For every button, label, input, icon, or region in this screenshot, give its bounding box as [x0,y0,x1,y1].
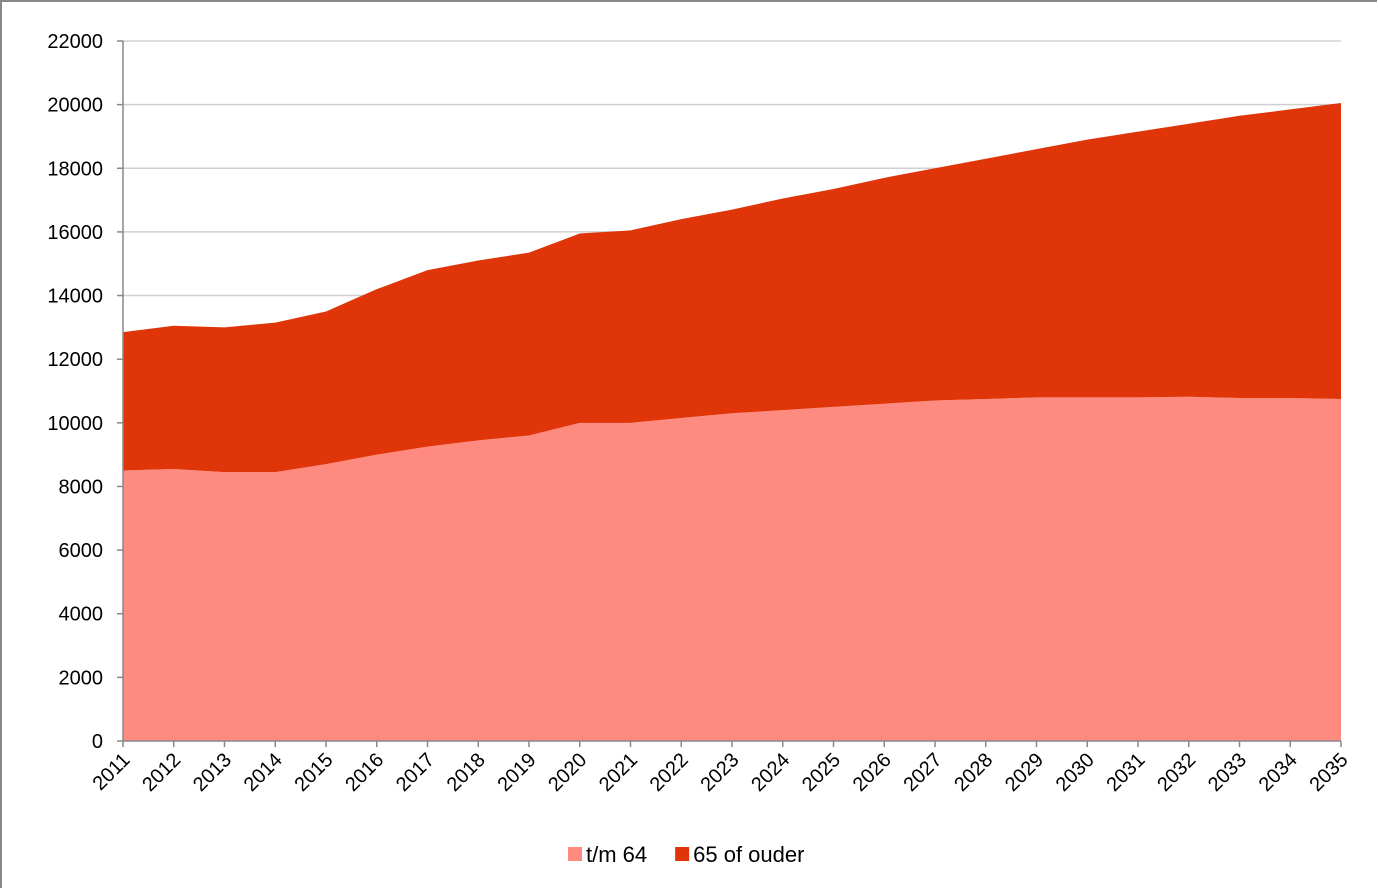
x-tick-label: 2028 [950,749,997,796]
y-tick-label: 6000 [59,540,104,562]
y-tick-label: 8000 [59,476,104,498]
x-tick-label: 2013 [189,749,236,796]
x-tick-label: 2025 [798,749,845,796]
y-tick-label: 20000 [47,95,103,117]
y-tick-label: 22000 [47,31,103,53]
x-tick-label: 2033 [1204,749,1251,796]
area [123,396,1341,741]
y-tick-label: 14000 [47,286,103,308]
x-tick-label: 2011 [89,749,135,795]
x-tick-label: 2020 [544,749,591,796]
x-tick-label: 2030 [1052,749,1099,796]
x-tick-label: 2016 [341,749,388,796]
y-tick-label: 2000 [59,667,104,689]
x-tick-label: 2035 [1306,749,1353,796]
area [123,103,1341,473]
legend-swatch [568,847,582,861]
x-tick-label: 2029 [1001,749,1048,796]
y-tick-label: 0 [92,731,103,753]
x-tick-label: 2019 [494,749,541,796]
x-tick-label: 2017 [392,749,439,796]
x-tick-label: 2018 [443,749,490,796]
x-tick-label: 2021 [595,749,642,796]
x-tick-label: 2022 [646,749,693,796]
x-tick-label: 2032 [1153,749,1200,796]
y-tick-label: 18000 [47,158,103,180]
y-tick-label: 4000 [59,604,104,626]
legend-label: t/m 64 [586,842,647,867]
x-tick-label: 2027 [900,749,947,796]
legend-label: 65 of ouder [693,842,804,867]
y-tick-label: 12000 [47,349,103,371]
x-tick-label: 2014 [240,749,287,796]
x-tick-label: 2026 [849,749,896,796]
x-tick-label: 2012 [138,749,185,796]
x-tick-label: 2015 [291,749,338,796]
legend-swatch [675,847,690,861]
x-tick-label: 2031 [1103,749,1150,796]
y-tick-label: 16000 [47,222,103,244]
y-tick-label: 10000 [47,413,103,435]
x-tick-label: 2024 [747,749,794,796]
x-tick-label: 2023 [697,749,744,796]
x-tick-label: 2034 [1255,749,1302,796]
